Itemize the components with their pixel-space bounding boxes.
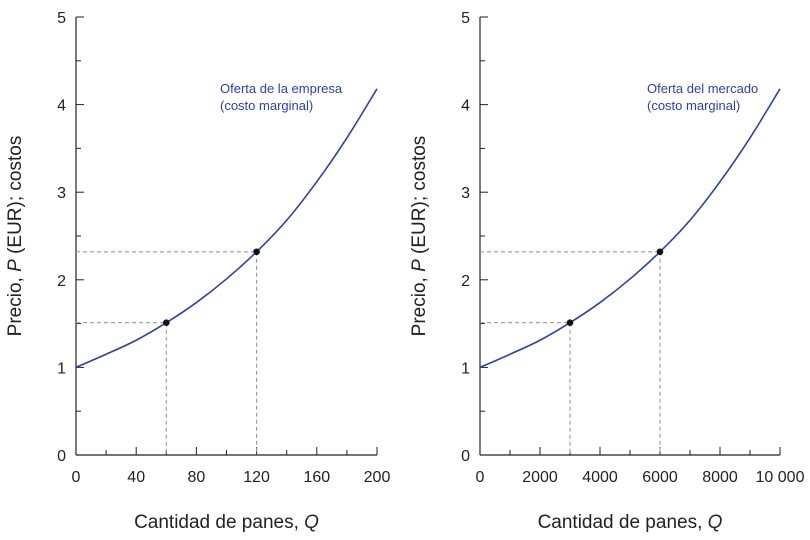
x-tick-label: 10 000 [756, 469, 805, 486]
y-tick-label: 4 [461, 98, 470, 115]
y-axis-title: Precio, P (EUR); costos [5, 136, 26, 337]
y-axis-title-rest: (EUR); costos [5, 136, 26, 260]
y-tick-label: 5 [461, 10, 470, 27]
y-axis-title-variable: P [409, 259, 430, 272]
x-axis-title: Cantidad de panes, Q [134, 512, 319, 533]
x-axis-title-variable: Q [304, 512, 319, 533]
x-tick-label: 0 [72, 469, 81, 486]
x-tick-label: 2000 [522, 469, 558, 486]
y-tick-label: 0 [461, 448, 470, 465]
y-tick-label: 2 [57, 273, 66, 290]
x-tick-label: 6000 [642, 469, 678, 486]
x-axis-title-variable: Q [708, 512, 723, 533]
curve-annotation-line: (costo marginal) [647, 98, 740, 113]
curve-annotation-line: (costo marginal) [220, 98, 313, 113]
x-tick-label: 8000 [702, 469, 738, 486]
x-tick-label: 200 [364, 469, 391, 486]
y-tick-label: 5 [57, 10, 66, 27]
y-axis-title-text: Precio, [5, 272, 26, 336]
x-tick-label: 120 [243, 469, 270, 486]
y-tick-label: 4 [57, 98, 66, 115]
y-axis-title-text: Precio, [409, 272, 430, 336]
y-axis-title-rest: (EUR); costos [409, 136, 430, 260]
x-tick-label: 80 [188, 469, 206, 486]
data-point [656, 248, 664, 256]
x-tick-label: 160 [303, 469, 330, 486]
y-tick-label: 2 [461, 273, 470, 290]
y-tick-label: 1 [461, 360, 470, 377]
y-axis-title-variable: P [5, 259, 26, 272]
curve-annotation-line: Oferta de la empresa [220, 81, 343, 96]
x-axis-title: Cantidad de panes, Q [538, 512, 723, 533]
supply-curve [479, 88, 781, 369]
y-tick-label: 3 [461, 185, 470, 202]
y-tick-label: 1 [57, 360, 66, 377]
x-axis-title-text: Cantidad de panes, [134, 512, 304, 533]
x-tick-label: 0 [476, 469, 485, 486]
data-point [163, 319, 170, 327]
data-point [253, 248, 260, 256]
x-tick-label: 4000 [582, 469, 618, 486]
curve-annotation-line: Oferta del mercado [647, 81, 758, 96]
data-point [566, 319, 574, 327]
y-tick-label: 3 [57, 185, 66, 202]
supply-curve [75, 88, 378, 369]
y-axis-title: Precio, P (EUR); costos [409, 136, 430, 337]
x-axis-title-text: Cantidad de panes, [538, 512, 708, 533]
y-tick-label: 0 [57, 448, 66, 465]
x-tick-label: 40 [127, 469, 145, 486]
